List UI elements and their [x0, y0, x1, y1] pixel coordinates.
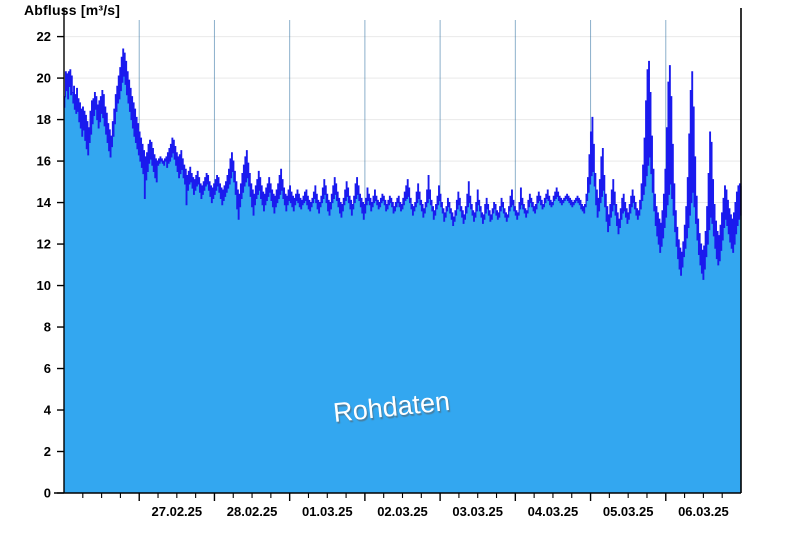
svg-text:28.02.25: 28.02.25 — [227, 504, 278, 519]
svg-text:06.03.25: 06.03.25 — [678, 504, 729, 519]
svg-text:04.03.25: 04.03.25 — [528, 504, 579, 519]
svg-text:6: 6 — [44, 361, 51, 376]
svg-text:4: 4 — [44, 403, 52, 418]
x-axis-tick-labels: 27.02.25 28.02.25 01.03.25 02.03.25 03.03.25… — [152, 504, 729, 519]
svg-text:22: 22 — [37, 29, 51, 44]
svg-text:02.03.25: 02.03.25 — [377, 504, 428, 519]
svg-text:14: 14 — [37, 195, 52, 210]
y-axis-tick-labels: 0 2 4 6 8 10 12 14 16 18 20 22 — [37, 29, 52, 500]
svg-text:8: 8 — [44, 320, 51, 335]
data-area — [64, 49, 741, 494]
svg-text:27.02.25: 27.02.25 — [152, 504, 203, 519]
svg-text:2: 2 — [44, 444, 51, 459]
svg-text:12: 12 — [37, 237, 51, 252]
y-axis — [57, 8, 65, 494]
data-line — [64, 48, 742, 280]
x-axis — [54, 492, 741, 501]
chart-title: Abfluss [m³/s] — [24, 2, 121, 18]
svg-text:16: 16 — [37, 154, 51, 169]
svg-text:18: 18 — [37, 112, 51, 127]
svg-text:03.03.25: 03.03.25 — [452, 504, 503, 519]
svg-text:01.03.25: 01.03.25 — [302, 504, 353, 519]
svg-text:0: 0 — [44, 486, 51, 501]
svg-text:05.03.25: 05.03.25 — [603, 504, 654, 519]
svg-text:20: 20 — [37, 71, 51, 86]
svg-text:10: 10 — [37, 278, 51, 293]
